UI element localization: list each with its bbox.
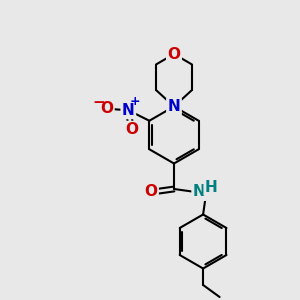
Text: O: O [144, 184, 158, 200]
Text: N: N [122, 103, 135, 118]
Text: N: N [168, 99, 180, 114]
Text: N: N [193, 184, 206, 200]
Text: O: O [167, 46, 181, 62]
Text: H: H [204, 180, 217, 195]
Text: +: + [130, 95, 140, 108]
Text: O: O [100, 101, 113, 116]
Text: O: O [125, 122, 138, 137]
Text: −: − [92, 95, 105, 110]
